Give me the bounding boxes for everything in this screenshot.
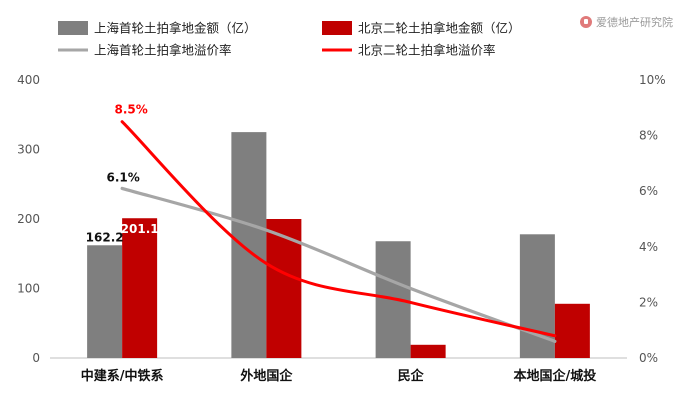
line-shanghai-premium xyxy=(120,186,557,343)
x-category-label: 民企 xyxy=(398,368,425,384)
bars xyxy=(87,132,590,358)
bar-shanghai-1 xyxy=(231,132,267,358)
lines xyxy=(120,120,557,343)
label-bar-beijing-0: 201.1 xyxy=(121,222,159,236)
line-beijing-premium xyxy=(120,120,557,338)
y-left-tick-label: 200 xyxy=(17,212,40,226)
legend-swatch-0 xyxy=(58,21,88,35)
bar-beijing-2 xyxy=(410,344,446,358)
legend-swatch-1 xyxy=(322,21,352,35)
label-line-shanghai-0: 6.1% xyxy=(106,170,139,184)
legend-label-0: 上海首轮土拍拿地金额（亿） xyxy=(94,21,257,36)
legend-label-3: 北京二轮土拍拿地溢价率 xyxy=(358,43,496,58)
axes: 0 100 200 300 400 0% 2% 4% 6% 8% 10% 中建系/中铁系 外地国企 民企 本… xyxy=(17,73,666,384)
brand-logo-icon xyxy=(580,16,592,28)
x-category-label: 外地国企 xyxy=(239,368,293,384)
x-category-label: 中建系/中铁系 xyxy=(81,368,164,384)
label-bar-shanghai-0: 162.2 xyxy=(86,230,124,244)
legend-label-2: 上海首轮土拍拿地溢价率 xyxy=(94,43,232,58)
y-right-tick-label: 6% xyxy=(639,184,658,198)
y-right-tick-label: 10% xyxy=(639,73,666,87)
y-right-tick-label: 0% xyxy=(639,351,658,365)
legend: 上海首轮土拍拿地金额（亿） 北京二轮土拍拿地金额（亿） 上海首轮土拍拿地溢价率 北京二… xyxy=(58,21,521,58)
y-right-tick-label: 8% xyxy=(639,129,658,143)
x-category-label: 本地国企/城投 xyxy=(514,368,597,384)
y-left-tick-label: 0 xyxy=(32,351,40,365)
y-left-tick-label: 300 xyxy=(17,143,40,157)
y-left-tick-label: 400 xyxy=(17,73,40,87)
y-right-tick-label: 4% xyxy=(639,240,658,254)
bar-shanghai-0 xyxy=(87,245,123,358)
brand-text: 爱德地产研究院 xyxy=(596,16,673,29)
bar-beijing-0 xyxy=(122,218,158,358)
brand-watermark: 爱德地产研究院 xyxy=(580,14,673,30)
y-left-tick-label: 100 xyxy=(17,282,40,296)
y-right-tick-label: 2% xyxy=(639,295,658,309)
bar-beijing-3 xyxy=(554,303,590,358)
label-line-beijing-0: 8.5% xyxy=(114,103,147,117)
legend-label-1: 北京二轮土拍拿地金额（亿） xyxy=(358,21,521,36)
bar-shanghai-3 xyxy=(519,234,555,358)
